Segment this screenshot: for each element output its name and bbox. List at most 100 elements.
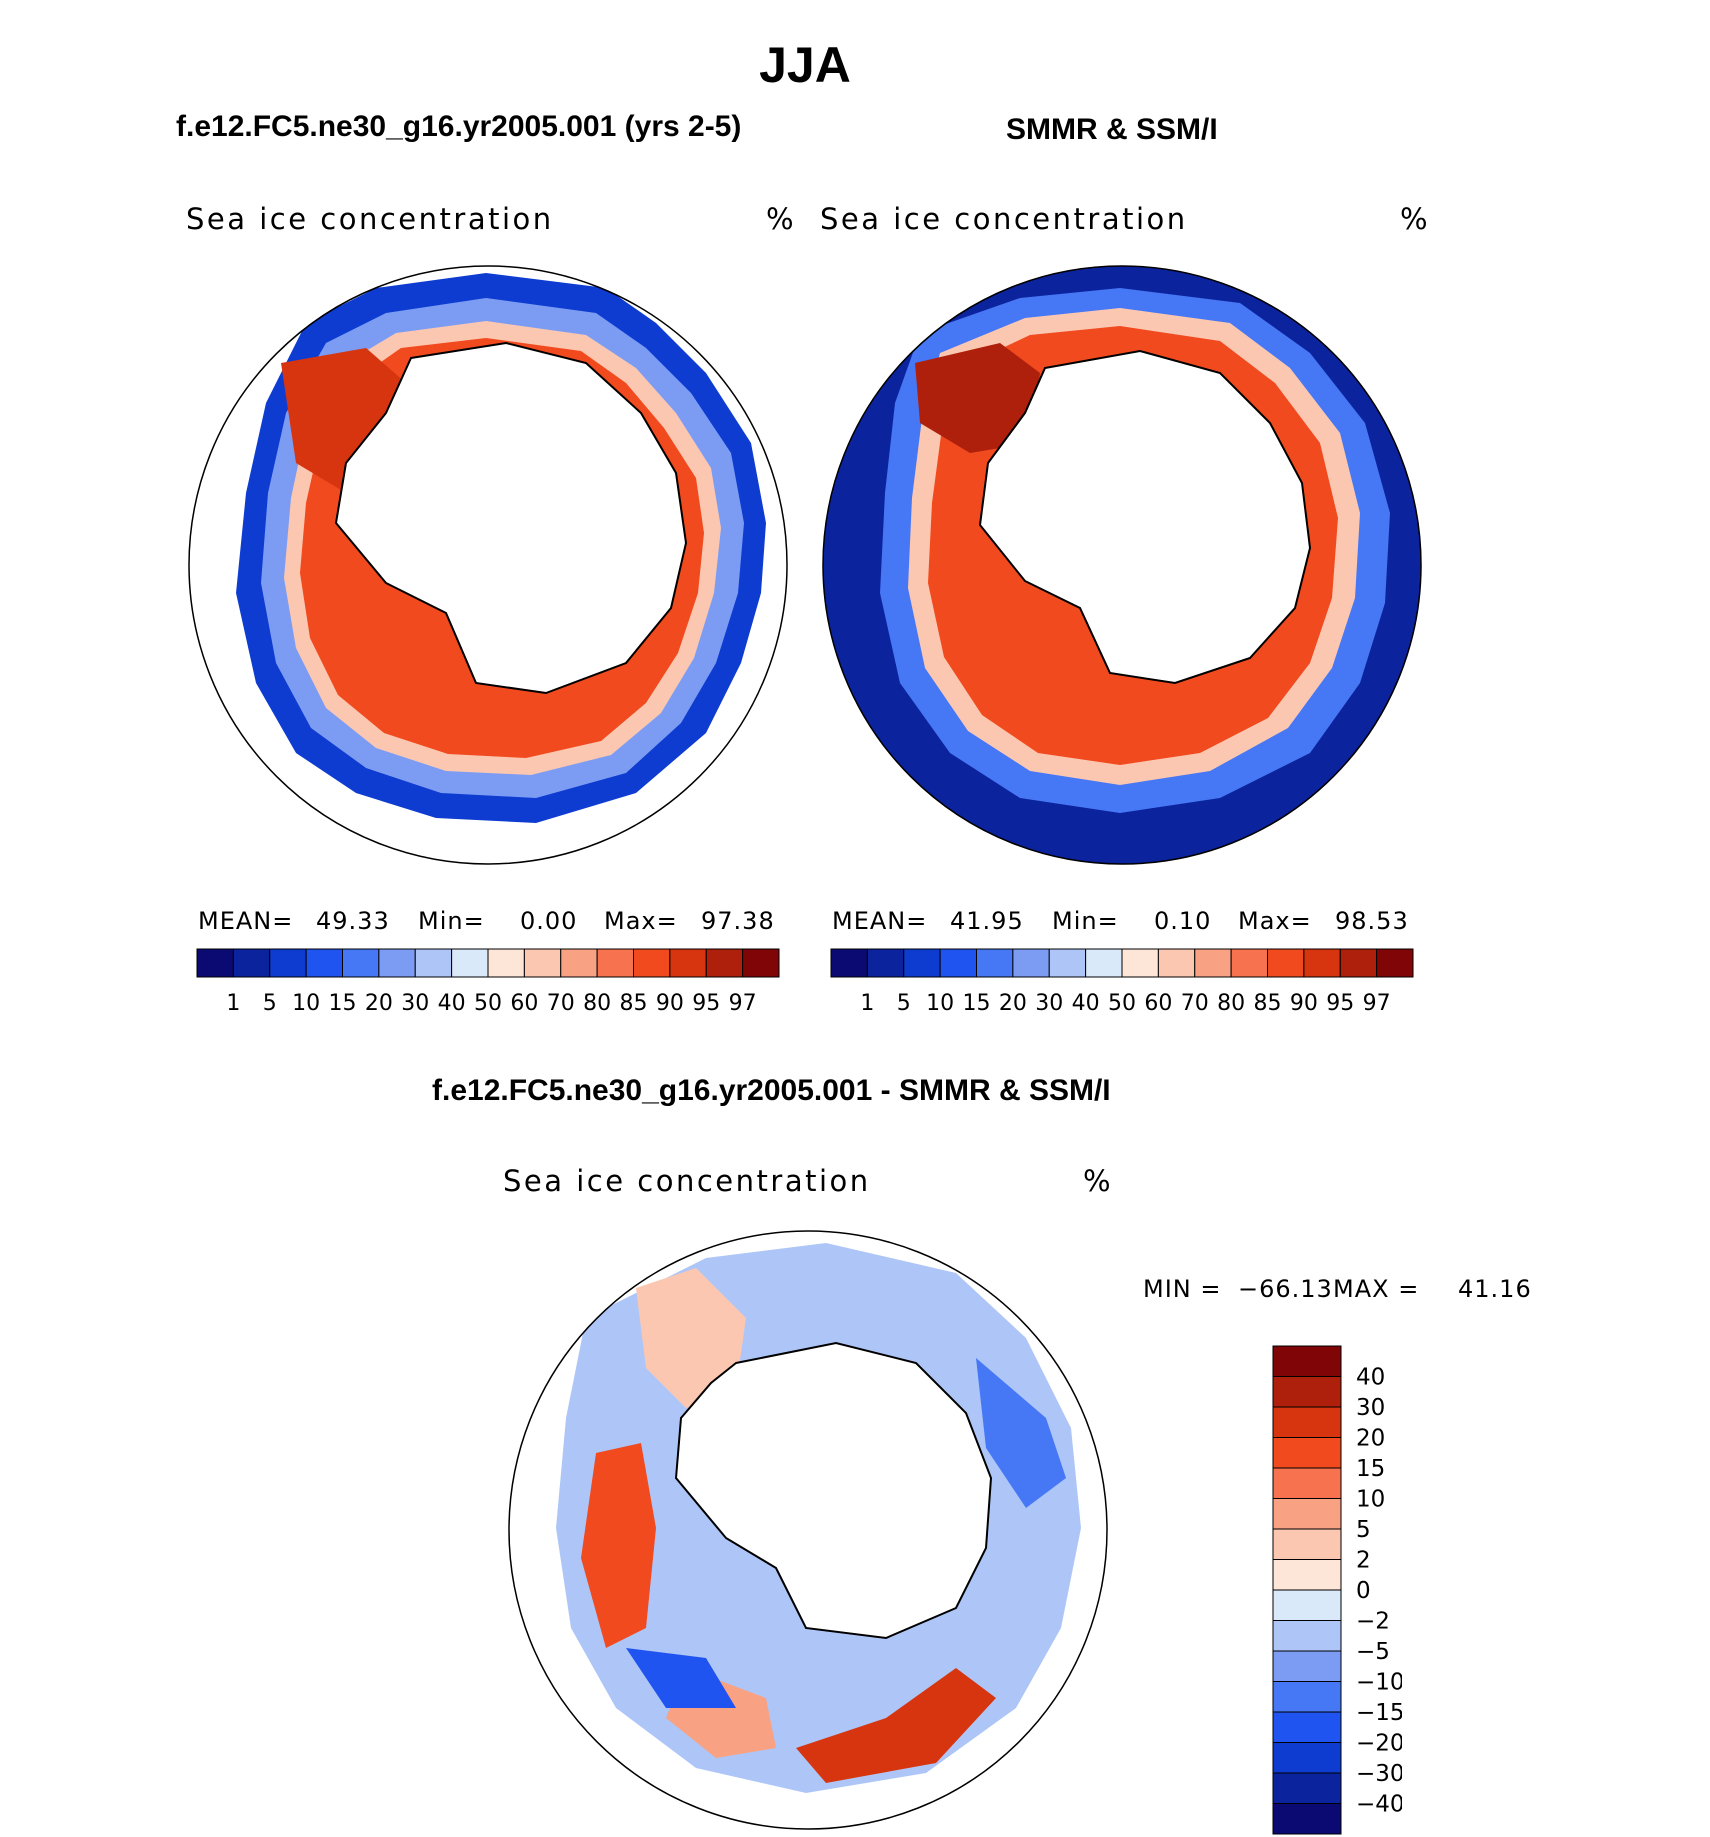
- difference-colorbar-tick-label: 40: [1356, 1365, 1385, 1391]
- model-colorbar-box: [414, 948, 453, 978]
- model-panel-header: f.e12.FC5.ne30_g16.yr2005.001 (yrs 2-5): [176, 110, 742, 143]
- antarctica-landmass: [674, 1341, 993, 1640]
- obs-colorbar-box: [1012, 948, 1050, 978]
- obs-colorbar-tick-label: 30: [1035, 991, 1063, 1016]
- model-colorbar-box: [196, 948, 234, 978]
- difference-negative-south: [626, 1648, 736, 1708]
- page-title: JJA: [759, 37, 851, 93]
- difference-colorbar-tick-label: 10: [1356, 1487, 1385, 1513]
- difference-colorbar-box: [1272, 1498, 1342, 1530]
- model-colorbar-box: [487, 948, 525, 978]
- difference-colorbar-tick-label: −2: [1356, 1609, 1390, 1635]
- difference-colorbar-box: [1272, 1376, 1342, 1408]
- difference-colorbar-tick-label: 30: [1356, 1395, 1385, 1421]
- obs-colorbar-box: [976, 948, 1014, 978]
- difference-colorbar-box: [1272, 1345, 1342, 1377]
- model-colorbar-box: [305, 948, 343, 978]
- obs-colorbar-tick-label: 80: [1217, 991, 1245, 1016]
- difference-colorbar-tick-label: −40: [1356, 1792, 1402, 1818]
- difference-colorbar-box: [1272, 1742, 1342, 1774]
- obs-colorbar-tick-label: 10: [926, 991, 954, 1016]
- difference-positive-weddell: [636, 1268, 746, 1408]
- obs-colorbar-box: [1303, 948, 1341, 978]
- difference-colorbar-box: [1272, 1803, 1342, 1835]
- difference-colorbar-box: [1272, 1681, 1342, 1713]
- model-stats: MEAN= 49.33 Min= 0.00 Max= 97.38: [198, 907, 775, 935]
- difference-colorbar-tick-label: 0: [1356, 1578, 1371, 1604]
- antarctica-landmass: [978, 349, 1312, 685]
- model-colorbar-box: [523, 948, 562, 978]
- model-colorbar-tick-label: 90: [656, 991, 684, 1016]
- obs-colorbar-box: [830, 948, 868, 978]
- difference-polar-map: [508, 1230, 1108, 1830]
- obs-colorbar-box: [866, 948, 905, 978]
- model-colorbar-box: [705, 948, 744, 978]
- obs-colorbar-box: [1376, 948, 1414, 978]
- obs-colorbar-box: [1085, 948, 1123, 978]
- obs-colorbar-box: [1339, 948, 1378, 978]
- difference-colorbar-tick-label: −20: [1356, 1731, 1402, 1757]
- difference-colorbar-box: [1272, 1406, 1342, 1438]
- obs-colorbar-box: [903, 948, 941, 978]
- difference-colorbar-box: [1272, 1467, 1342, 1499]
- obs-colorbar-tick-label: 97: [1363, 991, 1391, 1016]
- obs-colorbar: 1 5 10 15 20 30 40 50 60 70 80 85 90 95 97: [830, 948, 1414, 1016]
- difference-colorbar-tick-label: 20: [1356, 1426, 1385, 1452]
- model-colorbar-box: [596, 948, 634, 978]
- difference-colorbar-box: [1272, 1650, 1342, 1682]
- obs-variable-label: Sea ice concentration: [820, 202, 1188, 236]
- model-colorbar-tick-label: 70: [547, 991, 575, 1016]
- obs-colorbar-tick-label: 85: [1254, 991, 1282, 1016]
- difference-colorbar-box: [1272, 1559, 1342, 1591]
- obs-colorbar-tick-label: 60: [1144, 991, 1172, 1016]
- obs-polar-map: [822, 265, 1422, 865]
- model-colorbar-box: [742, 948, 780, 978]
- obs-units-label: %: [1400, 202, 1431, 236]
- model-colorbar-tick-label: 97: [729, 991, 757, 1016]
- model-colorbar-tick-label: 80: [583, 991, 611, 1016]
- difference-colorbar-tick-label: 5: [1356, 1517, 1371, 1543]
- model-colorbar-box: [669, 948, 707, 978]
- sea-ice-weddell-max: [915, 343, 1040, 453]
- obs-colorbar-box: [1194, 948, 1232, 978]
- model-colorbar: 1 5 10 15 20 30 40 50 60 70 80 85 90 95 97: [196, 948, 780, 1016]
- obs-colorbar-tick-label: 5: [897, 991, 911, 1016]
- difference-colorbar-tick-label: 2: [1356, 1548, 1371, 1574]
- obs-stats: MEAN= 41.95 Min= 0.10 Max= 98.53: [832, 907, 1409, 935]
- model-colorbar-tick-label: 95: [692, 991, 720, 1016]
- model-colorbar-box: [451, 948, 489, 978]
- model-colorbar-box: [232, 948, 271, 978]
- model-colorbar-tick-label: 40: [438, 991, 466, 1016]
- difference-colorbar-box: [1272, 1528, 1342, 1560]
- difference-variable-label: Sea ice concentration: [503, 1164, 871, 1198]
- model-colorbar-tick-label: 60: [510, 991, 538, 1016]
- model-polar-map: [188, 265, 788, 865]
- model-colorbar-box: [378, 948, 416, 978]
- model-colorbar-tick-label: 15: [329, 991, 357, 1016]
- model-colorbar-box: [342, 948, 380, 978]
- model-colorbar-tick-label: 85: [620, 991, 648, 1016]
- model-colorbar-tick-label: 50: [474, 991, 502, 1016]
- difference-colorbar-tick-label: −5: [1356, 1639, 1390, 1665]
- difference-positive-bottom: [796, 1668, 996, 1783]
- obs-colorbar-box: [1121, 948, 1159, 978]
- obs-colorbar-box: [1267, 948, 1305, 978]
- obs-colorbar-box: [1048, 948, 1087, 978]
- difference-colorbar-tick-label: −10: [1356, 1670, 1402, 1696]
- obs-colorbar-box: [1230, 948, 1268, 978]
- obs-panel-header: SMMR & SSM/I: [1006, 113, 1218, 146]
- obs-colorbar-tick-label: 95: [1326, 991, 1354, 1016]
- obs-colorbar-box: [939, 948, 977, 978]
- obs-colorbar-tick-label: 1: [860, 991, 874, 1016]
- difference-positive-ross: [581, 1443, 656, 1648]
- obs-colorbar-box: [1157, 948, 1196, 978]
- model-colorbar-tick-label: 5: [263, 991, 277, 1016]
- difference-colorbar-box: [1272, 1711, 1342, 1743]
- model-colorbar-tick-label: 20: [365, 991, 393, 1016]
- obs-colorbar-tick-label: 90: [1290, 991, 1318, 1016]
- antarctica-landmass: [334, 341, 688, 695]
- difference-colorbar-box: [1272, 1620, 1342, 1652]
- difference-panel-header: f.e12.FC5.ne30_g16.yr2005.001 - SMMR & S…: [432, 1074, 1111, 1107]
- model-colorbar-tick-label: 10: [292, 991, 320, 1016]
